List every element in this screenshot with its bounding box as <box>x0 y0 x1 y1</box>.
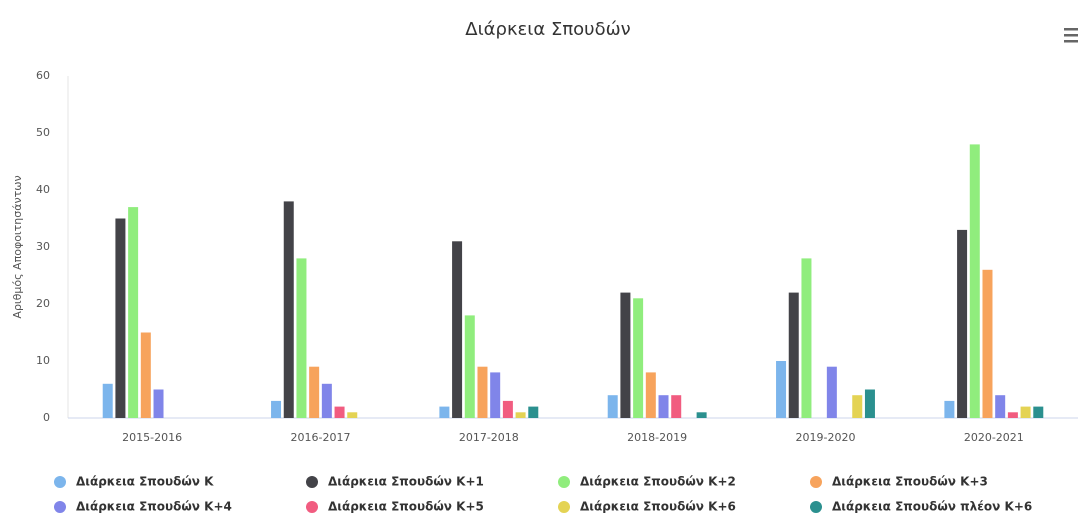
bar <box>128 207 139 418</box>
bar <box>115 218 126 418</box>
legend-label: Διάρκεια Σπουδών Κ+2 <box>580 475 736 489</box>
x-tick-label: 2018-2019 <box>627 431 687 444</box>
bar <box>995 395 1006 418</box>
menu-bar <box>1064 40 1078 43</box>
bar <box>864 389 875 418</box>
legend-marker <box>306 501 318 513</box>
bar <box>1033 406 1044 418</box>
bar <box>826 366 837 418</box>
legend-marker <box>54 476 66 488</box>
bar <box>140 332 151 418</box>
legend-label: Διάρκεια Σπουδών Κ+5 <box>328 500 484 514</box>
bar <box>969 144 980 418</box>
x-tick-label: 2016-2017 <box>291 431 351 444</box>
bar <box>957 229 968 418</box>
bar <box>528 406 539 418</box>
x-tick-label: 2015-2016 <box>122 431 182 444</box>
bar <box>439 406 450 418</box>
bar <box>309 366 320 418</box>
chart-title: Διάρκεια Σπουδών <box>465 19 631 40</box>
y-tick-label: 60 <box>36 69 50 82</box>
legend-marker <box>558 476 570 488</box>
legend-marker <box>810 501 822 513</box>
bar <box>944 400 955 418</box>
bar <box>607 395 618 418</box>
menu-button[interactable] <box>1064 28 1078 43</box>
legend-label: Διάρκεια Σπουδών Κ <box>76 475 214 489</box>
bar <box>321 383 332 418</box>
bar <box>852 395 863 418</box>
y-tick-label: 40 <box>36 183 50 196</box>
y-tick-label: 30 <box>36 240 50 253</box>
menu-bar <box>1064 28 1078 31</box>
bar <box>153 389 164 418</box>
bar <box>633 298 644 418</box>
bar <box>464 315 475 418</box>
bar <box>671 395 682 418</box>
bar <box>102 383 113 418</box>
y-tick-label: 20 <box>36 297 50 310</box>
y-axis-label: Αριθμός Αποφοιτησάντων <box>11 175 24 318</box>
legend-label: Διάρκεια Σπουδών Κ+1 <box>328 475 484 489</box>
bar <box>801 258 812 418</box>
bar <box>645 372 656 418</box>
legend-label: Διάρκεια Σπουδών Κ+6 <box>580 500 736 514</box>
bar <box>296 258 307 418</box>
bar <box>696 412 707 418</box>
bar <box>776 361 787 418</box>
bar <box>347 412 358 418</box>
y-tick-label: 10 <box>36 354 50 367</box>
y-tick-label: 0 <box>43 411 50 424</box>
bar <box>620 292 631 418</box>
bar <box>788 292 799 418</box>
bar <box>334 406 345 418</box>
x-tick-label: 2019-2020 <box>796 431 856 444</box>
bar <box>271 400 282 418</box>
bar <box>658 395 669 418</box>
legend-marker <box>54 501 66 513</box>
bar <box>477 366 488 418</box>
menu-bar <box>1064 34 1078 37</box>
x-tick-label: 2020-2021 <box>964 431 1024 444</box>
x-tick-label: 2017-2018 <box>459 431 519 444</box>
y-tick-label: 50 <box>36 126 50 139</box>
legend-label: Διάρκεια Σπουδών πλέον Κ+6 <box>832 500 1032 514</box>
legend-marker <box>810 476 822 488</box>
legend-label: Διάρκεια Σπουδών Κ+3 <box>832 475 988 489</box>
bar <box>490 372 501 418</box>
legend-marker <box>306 476 318 488</box>
legend-label: Διάρκεια Σπουδών Κ+4 <box>76 500 232 514</box>
bar <box>283 201 294 418</box>
bar <box>452 241 463 418</box>
bar <box>1007 412 1018 418</box>
bar <box>1020 406 1031 418</box>
legend-marker <box>558 501 570 513</box>
bar <box>515 412 526 418</box>
bar <box>982 269 993 418</box>
bar <box>502 400 513 418</box>
